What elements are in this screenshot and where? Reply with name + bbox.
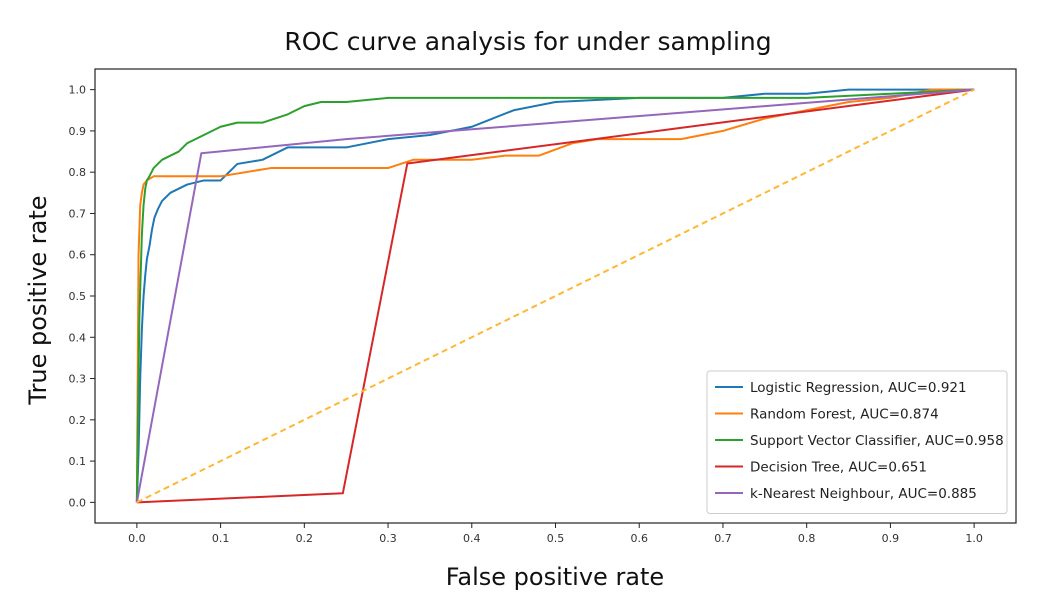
- x-tick-label: 0.3: [379, 532, 397, 545]
- legend-label: k-Nearest Neighbour, AUC=0.885: [750, 486, 977, 502]
- y-tick-label: 0.2: [69, 414, 87, 427]
- y-tick-label: 0.4: [69, 331, 87, 344]
- y-tick-label: 0.3: [69, 373, 87, 386]
- x-tick-label: 1.0: [965, 532, 983, 545]
- legend-label: Decision Tree, AUC=0.651: [750, 460, 927, 476]
- y-tick-label: 0.1: [69, 455, 87, 468]
- chart-title: ROC curve analysis for under sampling: [284, 27, 771, 56]
- y-tick-label: 0.8: [69, 166, 87, 179]
- series-line-support-vector-classifier: [135, 88, 975, 503]
- legend-box: [706, 370, 1008, 514]
- x-tick-label: 0.1: [212, 532, 230, 545]
- legend-label: Logistic Regression, AUC=0.921: [750, 380, 967, 396]
- series-line-logistic-regression: [135, 88, 975, 503]
- plot-area: 0.0 0.1 0.2 0.3 0.4 0.5 0.6 0.7 0.8 0.9 1.0 0.0 0.1 0…: [69, 68, 1017, 545]
- x-tick-label: 0.5: [547, 532, 565, 545]
- x-axis-label: False positive rate: [446, 563, 664, 591]
- x-tick-label: 0.2: [296, 532, 314, 545]
- y-axis-label: True positive rate: [24, 195, 52, 405]
- y-tick-label: 0.5: [69, 290, 87, 303]
- series-line-decision-tree: [136, 88, 975, 504]
- x-tick-label: 0.0: [128, 532, 146, 545]
- y-tick-label: 0.0: [69, 496, 87, 509]
- x-tick-label: 0.8: [798, 532, 816, 545]
- x-tick-label: 0.7: [714, 532, 732, 545]
- y-tick-label: 1.0: [69, 84, 87, 97]
- y-tick-label: 0.7: [69, 207, 87, 220]
- legend-label: Random Forest, AUC=0.874: [750, 407, 939, 423]
- series-line-k-nearest-neighbour: [135, 88, 975, 503]
- legend-label: Support Vector Classifier, AUC=0.958: [750, 433, 1004, 449]
- reference-diagonal-line: [136, 88, 975, 504]
- x-tick-label: 0.6: [630, 532, 648, 545]
- y-tick-label: 0.6: [69, 249, 87, 262]
- x-tick-label: 0.4: [463, 532, 481, 545]
- x-tick-label: 0.9: [882, 532, 900, 545]
- y-tick-label: 0.9: [69, 125, 87, 138]
